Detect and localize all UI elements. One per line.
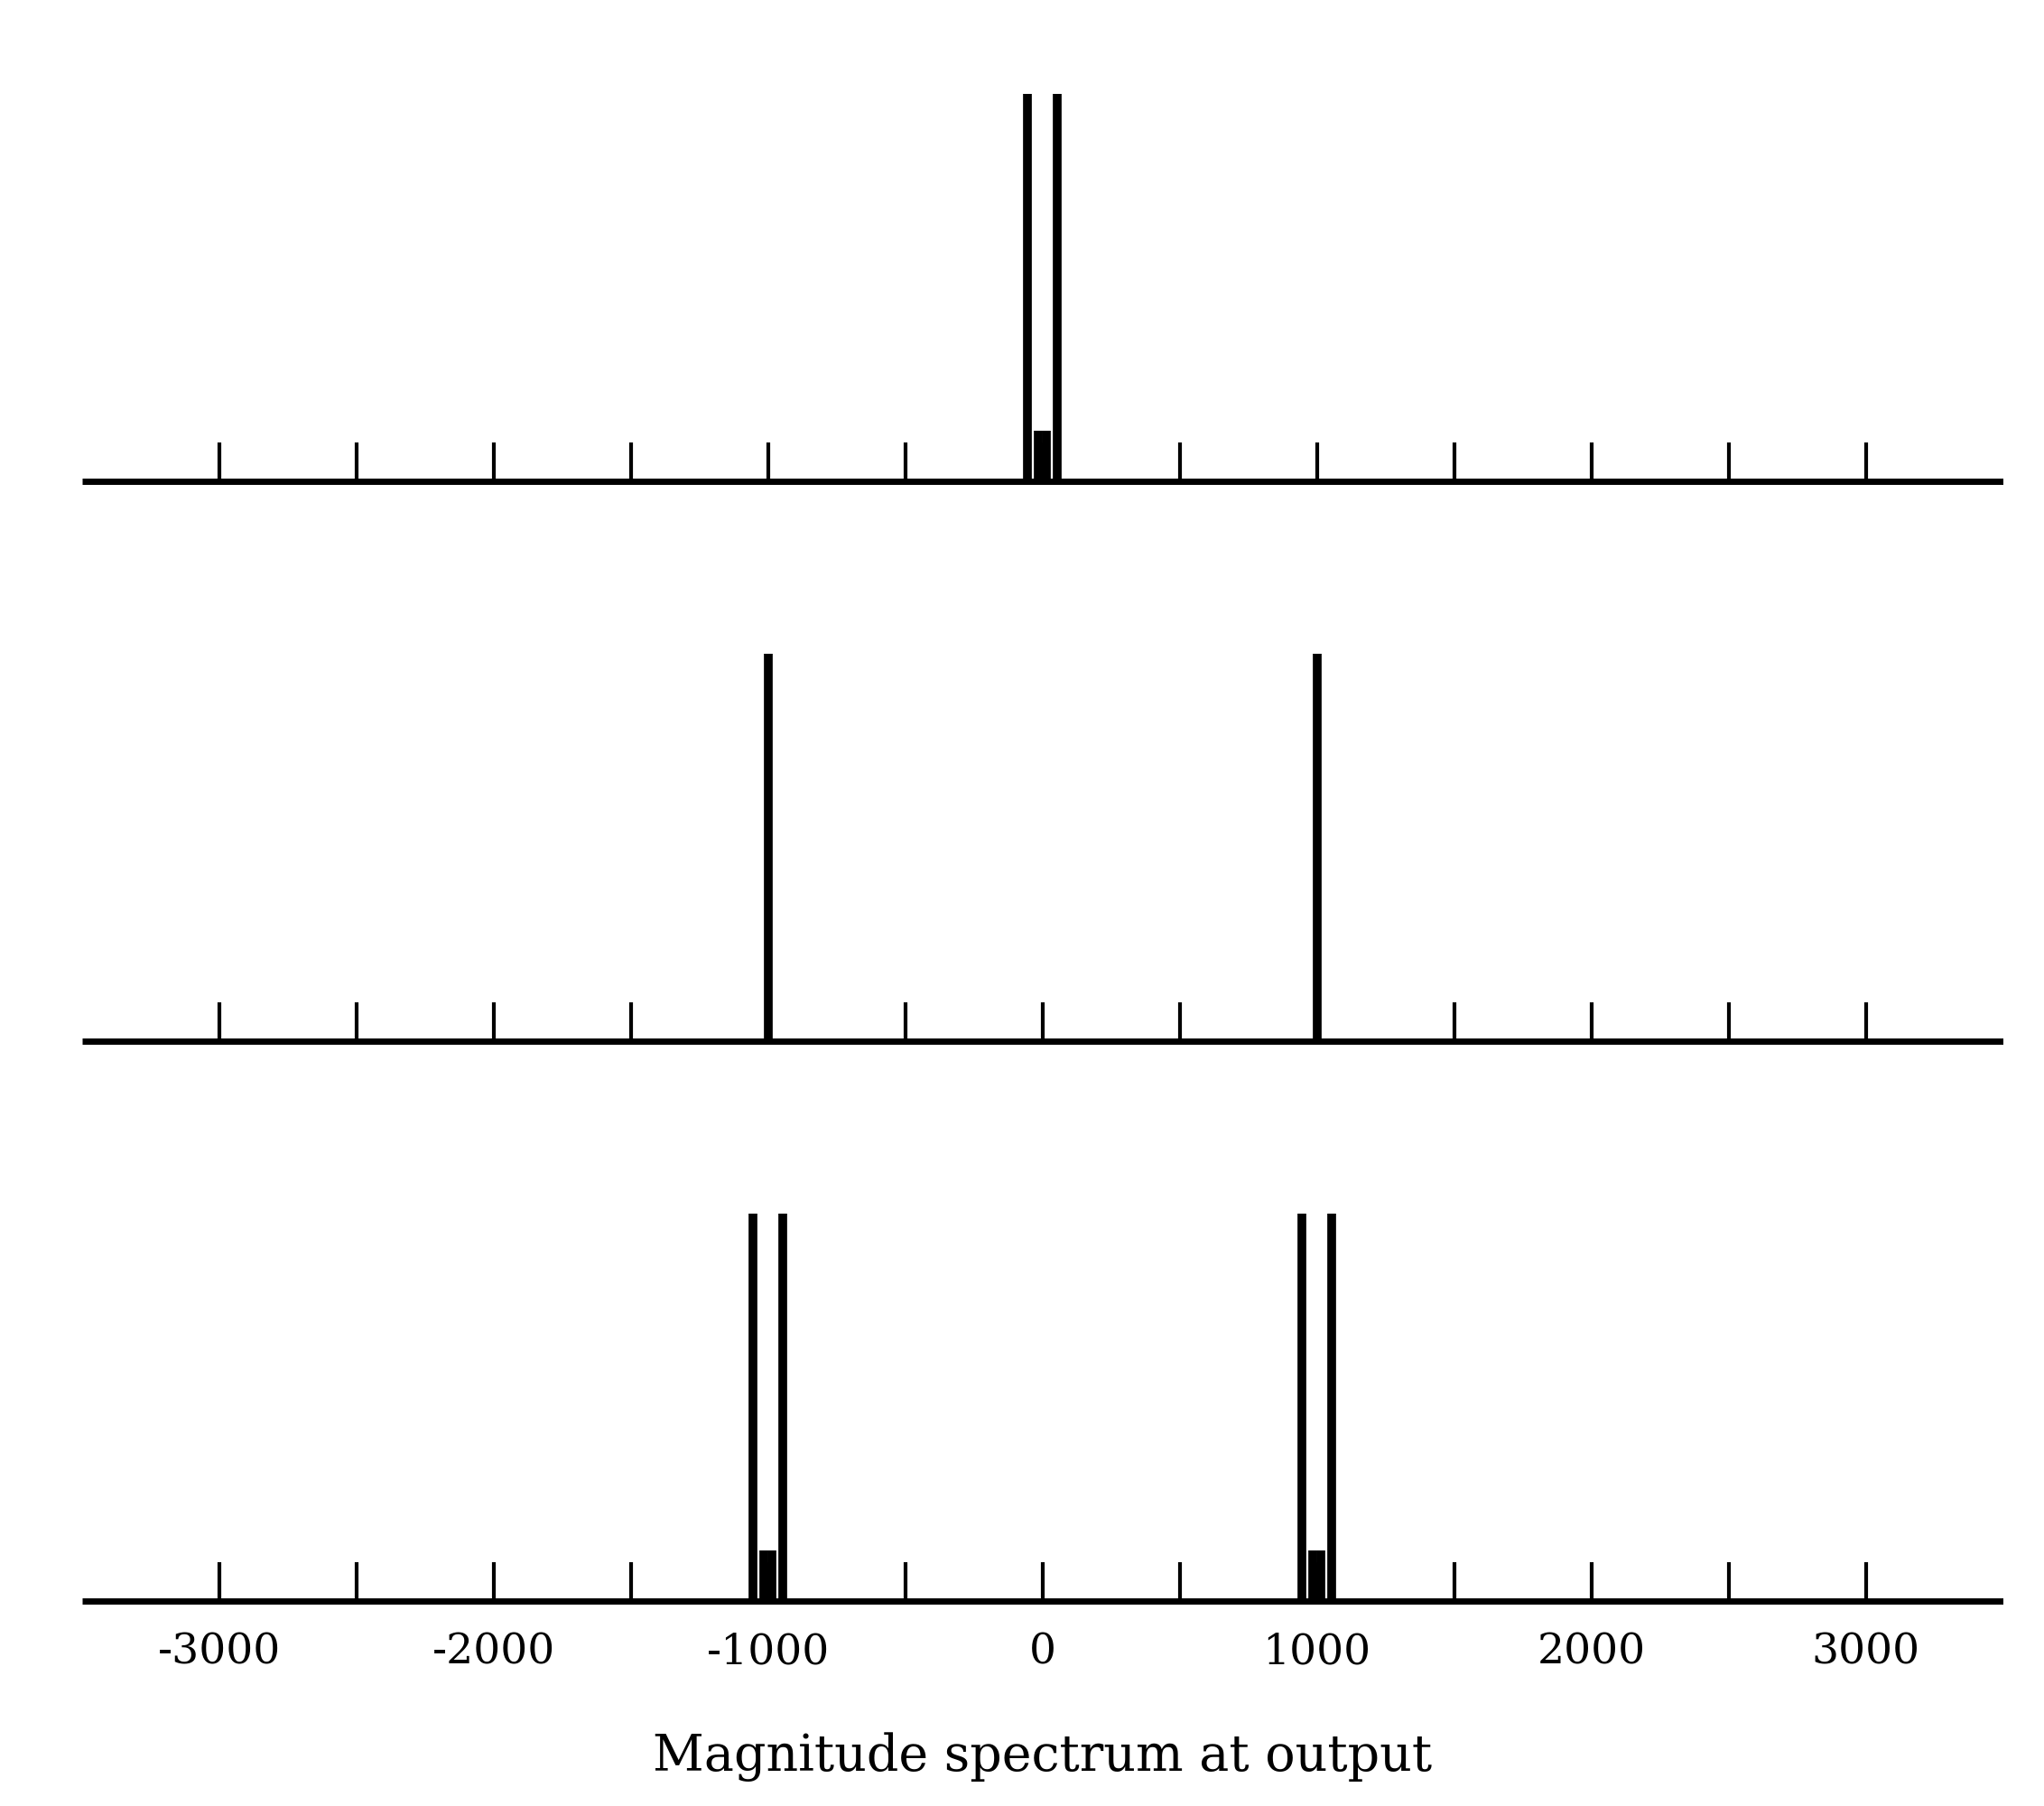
Text: -2000: -2000 <box>431 1633 556 1672</box>
Text: 0: 0 <box>1028 1633 1057 1672</box>
Text: 2000: 2000 <box>1537 1633 1645 1672</box>
Text: -3000: -3000 <box>157 1633 280 1672</box>
Text: -1000: -1000 <box>707 1633 830 1672</box>
Text: Magnitude spectrum of the oscillator: Magnitude spectrum of the oscillator <box>570 1172 1515 1223</box>
Text: Magnitude spectrum at input: Magnitude spectrum at input <box>670 612 1414 663</box>
Text: 1000: 1000 <box>1263 1633 1372 1672</box>
Text: Magnitude spectrum at output: Magnitude spectrum at output <box>652 1732 1433 1783</box>
Text: 3000: 3000 <box>1811 1633 1919 1672</box>
